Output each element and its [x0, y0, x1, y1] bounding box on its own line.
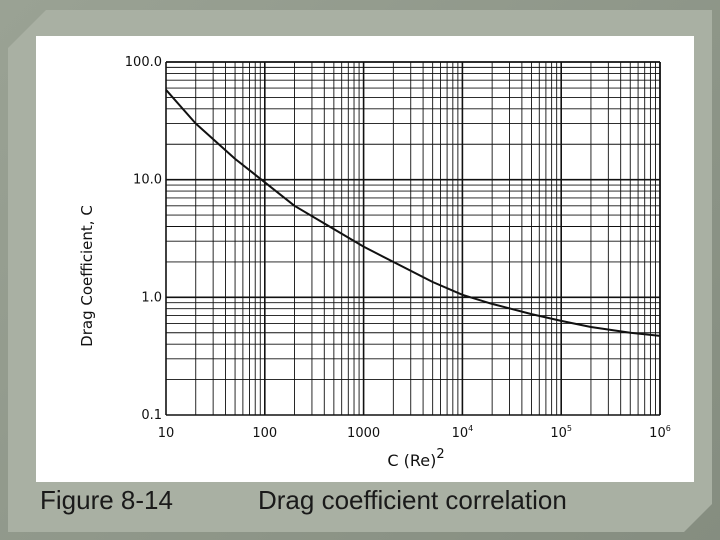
figure-number: Figure 8-14: [40, 485, 173, 515]
x-tick-label-base: 10: [452, 426, 469, 441]
x-tick-label: 100: [252, 426, 277, 441]
drag-coefficient-curve: [165, 89, 661, 337]
figure-caption: Drag coefficient correlation: [258, 485, 567, 515]
x-tick-label: 1000: [347, 426, 380, 441]
y-axis-label: Drag Coefficient, C: [78, 205, 96, 347]
x-tick-label-base: 10: [158, 426, 175, 441]
x-tick-label-base: 10: [649, 426, 666, 441]
x-axis-label: C (Re)2: [387, 447, 444, 470]
y-tick-label: 10.0: [133, 173, 162, 188]
y-tick-label: 0.1: [141, 408, 162, 423]
x-tick-label: 105: [550, 424, 572, 441]
x-tick-label-base: 100: [252, 426, 277, 441]
grid-lines: [165, 61, 661, 416]
y-tick-label: 100.0: [125, 55, 162, 70]
x-tick-label: 10: [158, 426, 175, 441]
chart-panel: 10 100 1000 104 105 106 0.1 1.0 10.0 100.0 Drag C…: [36, 36, 694, 482]
x-tick-label: 106: [649, 424, 671, 441]
x-tick-label-exponent: 5: [567, 424, 572, 433]
x-tick-label-base: 1000: [347, 426, 380, 441]
x-axis-label-main: C (Re): [387, 451, 436, 470]
x-tick-label-exponent: 4: [468, 424, 473, 433]
x-axis-label-superscript: 2: [436, 447, 444, 462]
x-tick-label: 104: [452, 424, 474, 441]
curve-layer: [165, 89, 661, 337]
y-tick-label: 1.0: [141, 290, 162, 305]
x-tick-label-exponent: 6: [666, 424, 671, 433]
x-tick-label-base: 10: [550, 426, 567, 441]
